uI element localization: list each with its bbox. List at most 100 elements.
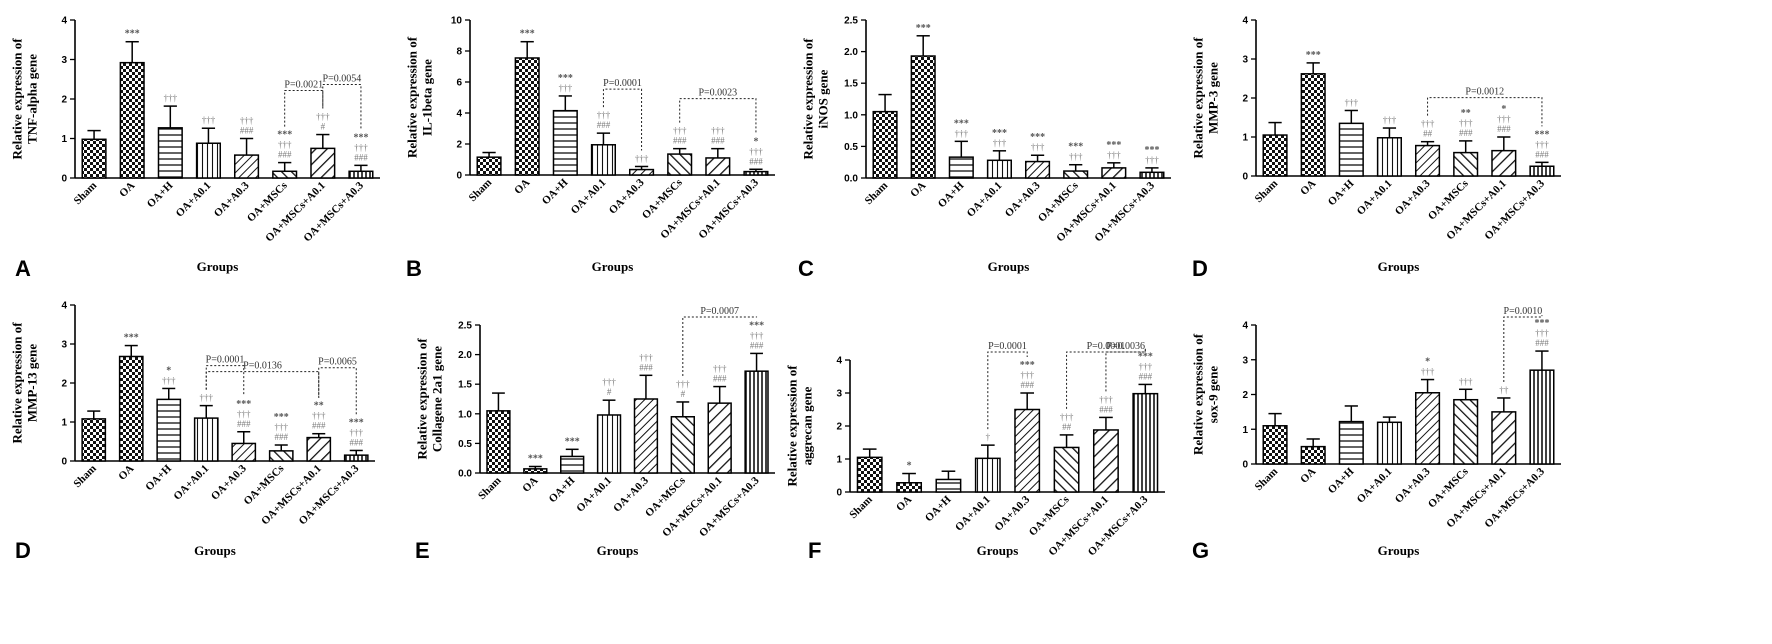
panel-letter: B bbox=[406, 256, 422, 281]
bar-OA+H bbox=[935, 478, 962, 493]
x-tick-label: OA+H bbox=[143, 462, 174, 493]
x-axis-title: Groups bbox=[1378, 259, 1420, 274]
bar-Sham bbox=[486, 410, 511, 474]
x-axis-title: Groups bbox=[592, 259, 634, 274]
significance-label: ††† bbox=[1535, 328, 1549, 338]
x-tick-label: Sham bbox=[476, 475, 504, 503]
bar-OA+MSCs+A0.3 bbox=[348, 170, 374, 179]
p-value-label: P=0.0023 bbox=[698, 88, 737, 99]
significance-label: ††† bbox=[1421, 367, 1435, 377]
bar-OA+A0.1 bbox=[986, 159, 1013, 179]
p-value-bracket bbox=[318, 367, 357, 415]
y-axis-title-line: Relative expression of bbox=[405, 36, 420, 158]
significance-label: ### bbox=[711, 136, 725, 146]
significance-label: ### bbox=[354, 152, 368, 162]
y-tick-label: 3 bbox=[836, 389, 842, 400]
y-tick-label: 1.0 bbox=[844, 110, 858, 121]
p-value-label: P=0.0001 bbox=[206, 355, 245, 366]
x-tick-label: Sham bbox=[847, 494, 875, 522]
x-tick-label: OA+A0.3 bbox=[1393, 177, 1433, 217]
y-tick-label: 1.5 bbox=[844, 79, 858, 90]
significance-label: * bbox=[166, 365, 171, 376]
significance-label: *** bbox=[528, 453, 543, 464]
x-tick-label: OA+H bbox=[1326, 177, 1357, 208]
significance-label: ††† bbox=[162, 375, 176, 385]
x-tick-label: OA+H bbox=[540, 176, 571, 207]
p-value-bracket bbox=[602, 88, 643, 151]
significance-label: ††† bbox=[240, 116, 254, 126]
x-tick-label: OA+A0.1 bbox=[953, 494, 993, 534]
y-tick-label: 1 bbox=[61, 134, 67, 145]
p-value-label: P=0.0001 bbox=[603, 78, 642, 89]
significance-label: ### bbox=[278, 150, 292, 160]
y-tick-label: 0.5 bbox=[844, 142, 858, 153]
x-tick-label: Sham bbox=[72, 180, 100, 208]
bar-OA+MSCs+A0.1 bbox=[1491, 411, 1517, 465]
significance-label: ††† bbox=[354, 142, 368, 152]
significance-label: ††† bbox=[1383, 115, 1397, 125]
y-tick-label: 3 bbox=[61, 340, 67, 351]
y-tick-label: 2.5 bbox=[844, 16, 858, 27]
significance-label: ††† bbox=[711, 126, 725, 136]
significance-label: ††† bbox=[1459, 118, 1473, 128]
p-value-label: P=0.0036 bbox=[1106, 341, 1145, 352]
y-tick-label: 4 bbox=[836, 356, 842, 367]
significance-label: *** bbox=[558, 73, 573, 84]
bar-OA+MSCs+A0.3 bbox=[1132, 392, 1159, 493]
x-tick-label: OA+A0.3 bbox=[212, 179, 252, 219]
bar-OA+A0.1 bbox=[590, 144, 617, 176]
significance-label: *** bbox=[954, 118, 969, 129]
significance-label: *** bbox=[1106, 140, 1121, 151]
y-axis-title-line: IL-1beta gene bbox=[420, 59, 435, 136]
significance-label: ††† bbox=[635, 153, 649, 163]
significance-label: ††† bbox=[713, 364, 727, 374]
y-axis-title: Relative expression of iNOS gene bbox=[801, 38, 831, 160]
y-tick-label: 2 bbox=[61, 379, 67, 390]
y-axis-title-line: Relative expression of bbox=[10, 38, 25, 160]
significance-label: ### bbox=[1139, 371, 1153, 381]
x-tick-label: OA+A0.1 bbox=[965, 180, 1005, 220]
bar-OA+MSCs+A0.3 bbox=[743, 170, 769, 176]
bar-OA+H bbox=[560, 455, 585, 474]
bar-OA+A0.1 bbox=[1376, 137, 1403, 177]
significance-label: ††† bbox=[1031, 142, 1045, 152]
significance-label: *** bbox=[1020, 360, 1035, 371]
x-tick-label: OA+H bbox=[547, 474, 578, 505]
bar-OA bbox=[119, 61, 145, 179]
x-tick-label: OA+A0.1 bbox=[1355, 178, 1395, 218]
y-tick-label: 0.0 bbox=[844, 174, 858, 185]
significance-label: *** bbox=[236, 399, 251, 410]
p-value-bracket bbox=[1427, 97, 1543, 127]
significance-label: ### bbox=[350, 437, 364, 447]
bar-OA+MSCs bbox=[670, 416, 695, 474]
bar-OA+A0.3 bbox=[633, 398, 659, 474]
significance-label: ††† bbox=[1535, 139, 1549, 149]
y-tick-label: 1.0 bbox=[458, 409, 472, 420]
p-value-bracket bbox=[682, 316, 758, 376]
significance-label: ††† bbox=[1459, 376, 1473, 386]
y-axis-title-line: aggrecan gene bbox=[800, 386, 815, 465]
significance-label: ††† bbox=[237, 409, 251, 419]
bar-OA+A0.3 bbox=[1414, 144, 1441, 177]
p-value-bracket bbox=[679, 98, 757, 134]
significance-label: ### bbox=[237, 419, 251, 429]
bar-OA+A0.1 bbox=[974, 457, 1001, 493]
significance-label: *** bbox=[1030, 132, 1045, 143]
bar-OA+MSCs+A0.1 bbox=[306, 436, 332, 462]
x-tick-label: OA bbox=[894, 494, 914, 514]
y-axis-title: Relative expression of Collagene 2a1 gene bbox=[415, 338, 445, 460]
x-axis-title: Groups bbox=[988, 259, 1030, 274]
bar-OA+A0.3 bbox=[1014, 408, 1041, 493]
significance-label: ### bbox=[713, 374, 727, 384]
y-tick-label: 0.0 bbox=[458, 469, 472, 480]
x-tick-label: OA bbox=[520, 475, 540, 495]
significance-label: *** bbox=[565, 436, 580, 447]
significance-label: ††† bbox=[673, 126, 687, 136]
x-tick-label: OA+A0.1 bbox=[569, 177, 609, 217]
x-tick-label: OA+A0.3 bbox=[1393, 465, 1433, 505]
significance-label: ††† bbox=[1345, 97, 1359, 107]
y-tick-label: 3 bbox=[61, 55, 67, 66]
y-tick-label: 2 bbox=[836, 422, 842, 433]
y-tick-label: 8 bbox=[456, 47, 462, 58]
significance-label: ### bbox=[1459, 128, 1473, 138]
